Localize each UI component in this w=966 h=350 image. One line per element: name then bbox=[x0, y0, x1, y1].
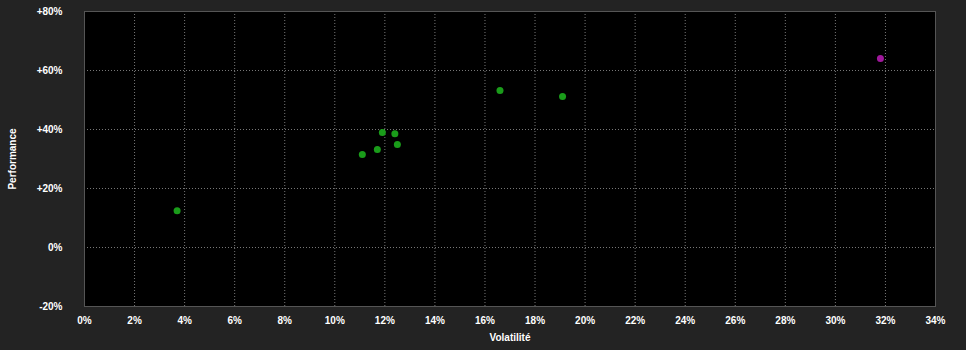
svg-text:28%: 28% bbox=[775, 315, 795, 326]
svg-text:+40%: +40% bbox=[37, 124, 63, 135]
svg-text:32%: 32% bbox=[875, 315, 895, 326]
svg-text:34%: 34% bbox=[925, 315, 945, 326]
svg-text:26%: 26% bbox=[725, 315, 745, 326]
svg-text:+80%: +80% bbox=[37, 6, 63, 17]
svg-text:8%: 8% bbox=[278, 315, 293, 326]
svg-text:16%: 16% bbox=[475, 315, 495, 326]
svg-text:+20%: +20% bbox=[37, 183, 63, 194]
svg-text:4%: 4% bbox=[177, 315, 192, 326]
svg-text:18%: 18% bbox=[525, 315, 545, 326]
svg-text:+60%: +60% bbox=[37, 65, 63, 76]
svg-text:Volatilité: Volatilité bbox=[490, 332, 531, 343]
svg-text:22%: 22% bbox=[625, 315, 645, 326]
svg-text:30%: 30% bbox=[825, 315, 845, 326]
svg-text:-20%: -20% bbox=[39, 301, 62, 312]
svg-text:0%: 0% bbox=[48, 242, 63, 253]
svg-text:6%: 6% bbox=[227, 315, 242, 326]
svg-text:20%: 20% bbox=[575, 315, 595, 326]
svg-text:14%: 14% bbox=[425, 315, 445, 326]
svg-text:12%: 12% bbox=[375, 315, 395, 326]
svg-text:Performance: Performance bbox=[7, 128, 18, 190]
svg-text:2%: 2% bbox=[127, 315, 142, 326]
svg-text:24%: 24% bbox=[675, 315, 695, 326]
svg-text:10%: 10% bbox=[325, 315, 345, 326]
svg-text:0%: 0% bbox=[77, 315, 92, 326]
